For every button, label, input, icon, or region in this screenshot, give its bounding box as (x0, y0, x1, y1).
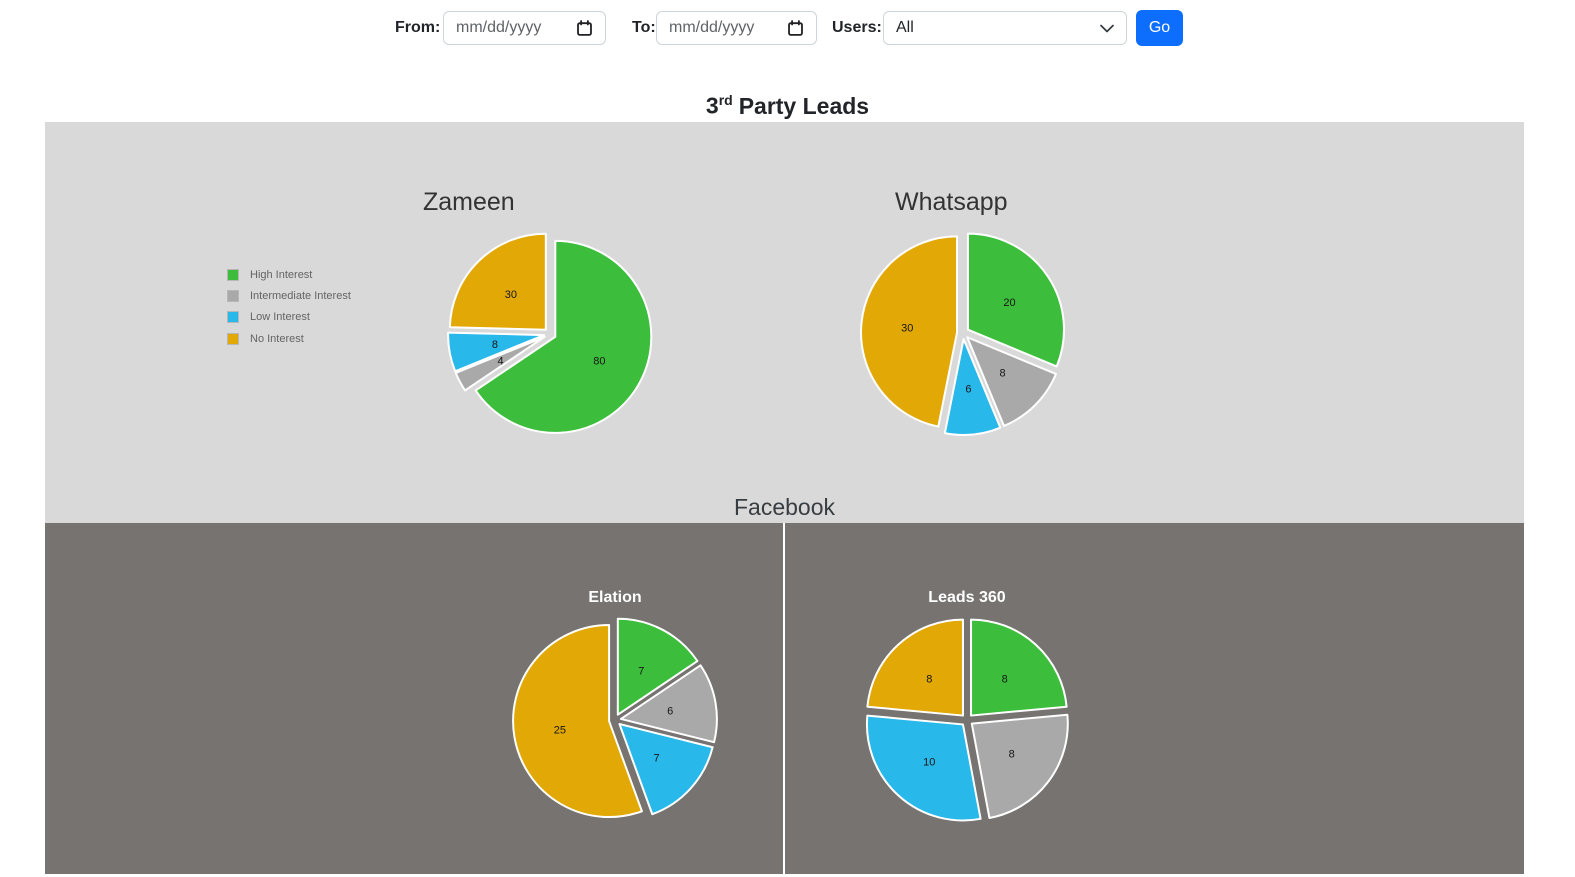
chevron-down-icon (1100, 24, 1114, 33)
leads360-chart-title: Leads 360 (928, 589, 1006, 606)
legend-item-no-interest: No Interest (227, 328, 351, 349)
calendar-icon[interactable] (576, 19, 593, 37)
pie-value-label: 8 (926, 674, 932, 686)
pie-slice-low-interest[interactable] (447, 331, 546, 373)
pie-value-label: 8 (1009, 749, 1015, 761)
legend-swatch-high-interest (227, 268, 239, 281)
pie-value-label: 8 (492, 339, 498, 351)
pie-slice-intermediate-interest[interactable] (454, 335, 546, 392)
pie-slice-low-interest[interactable] (943, 337, 1002, 436)
filter-toolbar: From: mm/dd/yyyy To: mm/dd/yyyy Users: A… (0, 0, 1575, 58)
legend-swatch-no-interest (227, 332, 239, 345)
pie-value-label: 7 (654, 752, 660, 764)
pie-value-label: 6 (965, 384, 971, 396)
pie-value-label: 4 (498, 355, 504, 367)
pie-slice-no-interest[interactable] (866, 618, 964, 717)
users-select[interactable]: All (883, 11, 1127, 45)
page-title-rest: Party Leads (738, 92, 870, 119)
pie-value-label: 30 (505, 289, 517, 301)
pie-value-label: 25 (554, 725, 566, 737)
legend-label: Low Interest (250, 311, 310, 324)
zameen-chart-title: Zameen (423, 188, 515, 216)
legend-label: Intermediate Interest (250, 289, 351, 302)
pie-value-label: 6 (667, 705, 673, 717)
pie-slice-high-interest[interactable] (970, 618, 1068, 717)
facebook-panel: Elation 7 6 7 25 Leads 360 8 8 10 8 (45, 523, 1524, 874)
pie-slice-intermediate-interest[interactable] (619, 664, 718, 744)
from-label: From: (395, 19, 441, 36)
pie-value-label: 8 (1000, 368, 1006, 380)
pie-value-label: 7 (638, 666, 644, 678)
third-party-leads-panel: Zameen High Interest Intermediate Interes… (45, 122, 1524, 523)
to-date-value: mm/dd/yyyy (669, 19, 755, 36)
pie-slice-no-interest[interactable] (512, 624, 643, 819)
legend-label: No Interest (250, 332, 304, 345)
to-date-input[interactable]: mm/dd/yyyy (656, 11, 817, 45)
zameen-pie-chart: 80 4 8 30 (440, 224, 660, 444)
from-date-value: mm/dd/yyyy (456, 19, 542, 36)
pie-slice-no-interest[interactable] (448, 232, 547, 331)
legend-item-low-interest: Low Interest (227, 307, 351, 328)
users-label: Users: (832, 19, 882, 36)
pie-value-label: 10 (923, 756, 935, 768)
legend-label: High Interest (250, 268, 313, 281)
pie-value-label: 20 (1003, 297, 1015, 309)
from-date-input[interactable]: mm/dd/yyyy (443, 11, 606, 45)
pie-slice-low-interest[interactable] (618, 723, 714, 816)
pie-value-label: 30 (901, 323, 913, 335)
pie-value-label: 80 (593, 355, 605, 367)
whatsapp-chart-title: Whatsapp (895, 188, 1008, 216)
panel-divider (783, 523, 785, 874)
whatsapp-pie-chart: 20 8 6 30 (853, 223, 1073, 443)
elation-pie-chart: 7 6 7 25 (505, 610, 725, 830)
page-title-base: 3 (705, 92, 719, 119)
elation-chart-title: Elation (588, 589, 642, 606)
page-title-ordinal: rd (718, 92, 733, 108)
facebook-section-title: Facebook (733, 494, 835, 520)
legend-swatch-low-interest (227, 311, 239, 324)
pie-slice-intermediate-interest[interactable] (966, 336, 1057, 427)
pie-slice-high-interest[interactable] (616, 617, 699, 716)
pie-slice-no-interest[interactable] (860, 235, 959, 428)
pie-value-label: 8 (1002, 674, 1008, 686)
interest-legend: High Interest Intermediate Interest Low In… (227, 264, 351, 349)
go-button[interactable]: Go (1136, 10, 1183, 46)
calendar-icon[interactable] (787, 19, 804, 37)
page-title: 3rd Party Leads (0, 92, 1575, 120)
pie-slice-intermediate-interest[interactable] (970, 713, 1069, 819)
users-select-value: All (896, 19, 914, 36)
to-label: To: (632, 19, 656, 36)
pie-slice-high-interest[interactable] (474, 239, 653, 434)
pie-slice-high-interest[interactable] (966, 232, 1065, 368)
legend-item-intermediate-interest: Intermediate Interest (227, 285, 351, 306)
legend-swatch-intermediate-interest (227, 289, 239, 302)
legend-item-high-interest: High Interest (227, 264, 351, 285)
pie-slice-low-interest[interactable] (865, 714, 982, 822)
leads360-pie-chart: 8 8 10 8 (857, 610, 1077, 830)
